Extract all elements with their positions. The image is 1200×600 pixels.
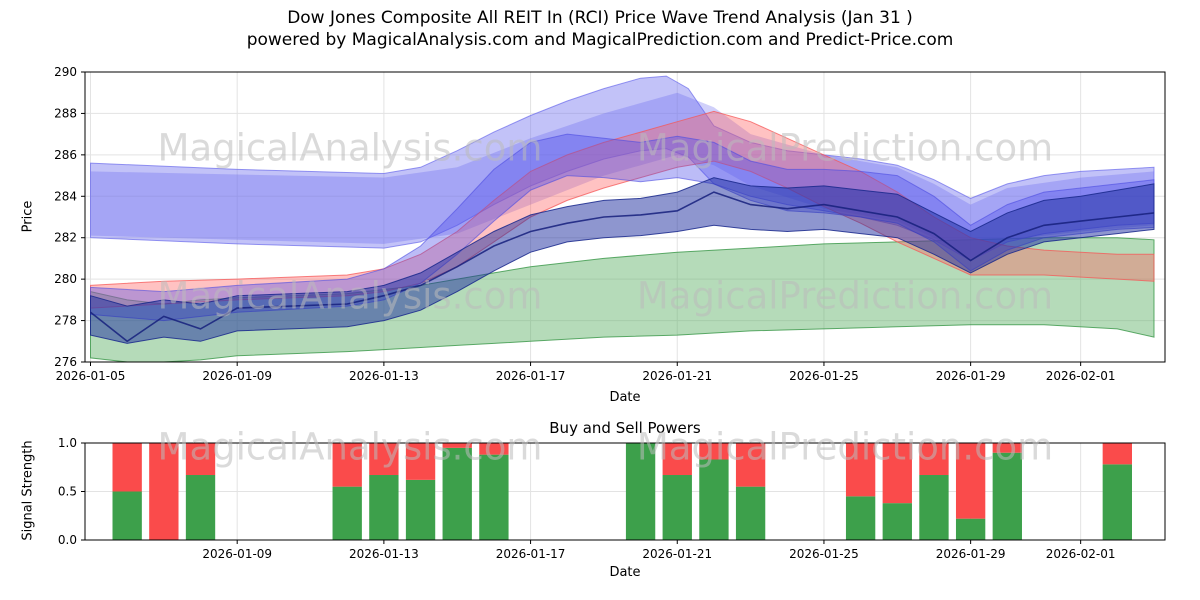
svg-text:2026-01-25: 2026-01-25 — [789, 547, 859, 561]
svg-text:2026-02-01: 2026-02-01 — [1046, 547, 1116, 561]
svg-text:2026-01-21: 2026-01-21 — [642, 369, 712, 383]
svg-text:2026-01-05: 2026-01-05 — [56, 369, 126, 383]
svg-text:1.0: 1.0 — [58, 436, 77, 450]
svg-text:2026-01-29: 2026-01-29 — [936, 369, 1006, 383]
svg-text:2026-01-29: 2026-01-29 — [936, 547, 1006, 561]
svg-text:2026-01-17: 2026-01-17 — [496, 369, 566, 383]
svg-text:278: 278 — [54, 314, 77, 328]
svg-text:2026-01-21: 2026-01-21 — [642, 547, 712, 561]
chart-title-line1: Dow Jones Composite All REIT In (RCI) Pr… — [287, 8, 913, 28]
svg-text:276: 276 — [54, 355, 77, 369]
svg-text:286: 286 — [54, 148, 77, 162]
svg-text:2026-01-09: 2026-01-09 — [202, 547, 272, 561]
buy-sell-powers-title: Buy and Sell Powers — [549, 419, 701, 437]
date-axis-label-bottom: Date — [609, 565, 641, 580]
svg-text:290: 290 — [54, 65, 77, 79]
svg-text:282: 282 — [54, 231, 77, 245]
svg-text:2026-01-25: 2026-01-25 — [789, 369, 859, 383]
svg-text:0.5: 0.5 — [58, 485, 77, 499]
svg-text:2026-02-01: 2026-02-01 — [1046, 369, 1116, 383]
svg-text:0.0: 0.0 — [58, 533, 77, 547]
svg-text:2026-01-17: 2026-01-17 — [496, 547, 566, 561]
signal-strength-axis-label: Signal Strength — [20, 440, 36, 541]
price-axis-label: Price — [20, 200, 36, 233]
svg-text:2026-01-13: 2026-01-13 — [349, 547, 419, 561]
svg-text:2026-01-09: 2026-01-09 — [202, 369, 272, 383]
svg-text:280: 280 — [54, 272, 77, 286]
svg-text:284: 284 — [54, 189, 77, 203]
date-axis-label-top: Date — [609, 390, 641, 405]
svg-text:288: 288 — [54, 106, 77, 120]
chart-title-line2: powered by MagicalAnalysis.com and Magic… — [246, 30, 954, 50]
svg-text:2026-01-13: 2026-01-13 — [349, 369, 419, 383]
